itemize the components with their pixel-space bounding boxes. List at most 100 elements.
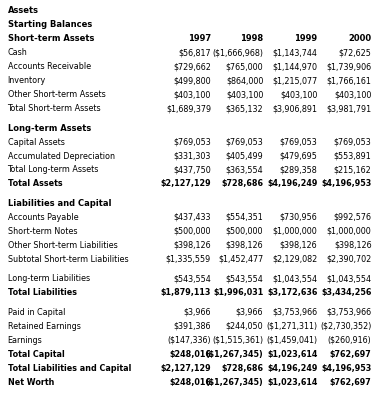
Text: $4,196,953: $4,196,953 (321, 180, 371, 188)
Text: Other Short-term Assets: Other Short-term Assets (8, 90, 105, 99)
Text: $729,662: $729,662 (173, 62, 211, 71)
Text: $1,043,554: $1,043,554 (272, 274, 317, 283)
Text: $398,126: $398,126 (226, 241, 263, 250)
Text: ($1,267,345): ($1,267,345) (206, 350, 263, 359)
Text: $437,433: $437,433 (173, 213, 211, 222)
Text: $769,053: $769,053 (334, 138, 371, 147)
Text: $289,358: $289,358 (280, 165, 317, 174)
Text: $728,686: $728,686 (221, 180, 263, 188)
Text: Accounts Receivable: Accounts Receivable (8, 62, 91, 71)
Text: $403,100: $403,100 (174, 90, 211, 99)
Text: $365,132: $365,132 (226, 104, 263, 113)
Text: $391,386: $391,386 (173, 322, 211, 331)
Text: $4,196,249: $4,196,249 (267, 364, 317, 373)
Text: $1,879,113: $1,879,113 (161, 288, 211, 297)
Text: ($1,515,361): ($1,515,361) (212, 336, 263, 345)
Text: Inventory: Inventory (8, 76, 46, 85)
Text: Assets: Assets (8, 6, 38, 15)
Text: $1,023,614: $1,023,614 (267, 378, 317, 387)
Text: ($1,459,041): ($1,459,041) (266, 336, 317, 345)
Text: $331,303: $331,303 (174, 152, 211, 160)
Text: Subtotal Short-term Liabilities: Subtotal Short-term Liabilities (8, 255, 128, 264)
Text: Total Long-term Assets: Total Long-term Assets (8, 165, 99, 174)
Text: $762,697: $762,697 (330, 350, 371, 359)
Text: $248,016: $248,016 (169, 378, 211, 387)
Text: $3,434,256: $3,434,256 (321, 288, 371, 297)
Text: $543,554: $543,554 (173, 274, 211, 283)
Text: Long-term Assets: Long-term Assets (8, 124, 91, 132)
Text: $2,127,129: $2,127,129 (160, 364, 211, 373)
Text: Total Short-term Assets: Total Short-term Assets (8, 104, 101, 113)
Text: $56,817: $56,817 (178, 48, 211, 57)
Text: $4,196,249: $4,196,249 (267, 180, 317, 188)
Text: ($2,730,352): ($2,730,352) (320, 322, 371, 331)
Text: Net Worth: Net Worth (8, 378, 54, 387)
Text: ($260,916): ($260,916) (328, 336, 371, 345)
Text: Capital Assets: Capital Assets (8, 138, 64, 147)
Text: $1,335,559: $1,335,559 (166, 255, 211, 264)
Text: $1,996,031: $1,996,031 (213, 288, 263, 297)
Text: $403,100: $403,100 (334, 90, 371, 99)
Text: 2000: 2000 (349, 34, 371, 43)
Text: $3,966: $3,966 (236, 308, 263, 317)
Text: $3,906,891: $3,906,891 (272, 104, 317, 113)
Text: $1,689,379: $1,689,379 (166, 104, 211, 113)
Text: $1,739,906: $1,739,906 (327, 62, 371, 71)
Text: Cash: Cash (8, 48, 27, 57)
Text: $2,390,702: $2,390,702 (327, 255, 371, 264)
Text: $398,126: $398,126 (280, 241, 317, 250)
Text: Starting Balances: Starting Balances (8, 20, 92, 29)
Text: $3,966: $3,966 (184, 308, 211, 317)
Text: $479,695: $479,695 (280, 152, 317, 160)
Text: $554,351: $554,351 (226, 213, 263, 222)
Text: $405,499: $405,499 (226, 152, 263, 160)
Text: $3,753,966: $3,753,966 (327, 308, 371, 317)
Text: $3,981,791: $3,981,791 (327, 104, 371, 113)
Text: $215,162: $215,162 (334, 165, 371, 174)
Text: Earnings: Earnings (8, 336, 42, 345)
Text: $543,554: $543,554 (226, 274, 263, 283)
Text: Accounts Payable: Accounts Payable (8, 213, 78, 222)
Text: $3,753,966: $3,753,966 (272, 308, 317, 317)
Text: Other Short-term Liabilities: Other Short-term Liabilities (8, 241, 117, 250)
Text: Total Assets: Total Assets (8, 180, 62, 188)
Text: Paid in Capital: Paid in Capital (8, 308, 65, 317)
Text: Long-term Liabilities: Long-term Liabilities (8, 274, 90, 283)
Text: $398,126: $398,126 (334, 241, 371, 250)
Text: $437,750: $437,750 (173, 165, 211, 174)
Text: ($1,666,968): ($1,666,968) (212, 48, 263, 57)
Text: $769,053: $769,053 (226, 138, 263, 147)
Text: $398,126: $398,126 (173, 241, 211, 250)
Text: $765,000: $765,000 (226, 62, 263, 71)
Text: $1,452,477: $1,452,477 (218, 255, 263, 264)
Text: $1,766,161: $1,766,161 (327, 76, 371, 85)
Text: $3,172,636: $3,172,636 (267, 288, 317, 297)
Text: $2,127,129: $2,127,129 (160, 180, 211, 188)
Text: $1,000,000: $1,000,000 (273, 227, 317, 236)
Text: $4,196,953: $4,196,953 (321, 364, 371, 373)
Text: Short-term Notes: Short-term Notes (8, 227, 77, 236)
Text: $992,576: $992,576 (334, 213, 371, 222)
Text: $1,000,000: $1,000,000 (327, 227, 371, 236)
Text: $2,129,082: $2,129,082 (272, 255, 317, 264)
Text: Liabilities and Capital: Liabilities and Capital (8, 199, 111, 208)
Text: $499,800: $499,800 (173, 76, 211, 85)
Text: Retained Earnings: Retained Earnings (8, 322, 80, 331)
Text: Total Capital: Total Capital (8, 350, 64, 359)
Text: ($147,336): ($147,336) (167, 336, 211, 345)
Text: ($1,267,345): ($1,267,345) (206, 378, 263, 387)
Text: $1,023,614: $1,023,614 (267, 350, 317, 359)
Text: $730,956: $730,956 (280, 213, 317, 222)
Text: 1998: 1998 (240, 34, 263, 43)
Text: $500,000: $500,000 (173, 227, 211, 236)
Text: $403,100: $403,100 (226, 90, 263, 99)
Text: Total Liabilities: Total Liabilities (8, 288, 77, 297)
Text: $769,053: $769,053 (173, 138, 211, 147)
Text: ($1,271,311): ($1,271,311) (266, 322, 317, 331)
Text: $1,144,970: $1,144,970 (272, 62, 317, 71)
Text: $1,043,554: $1,043,554 (327, 274, 371, 283)
Text: Total Liabilities and Capital: Total Liabilities and Capital (8, 364, 131, 373)
Text: 1997: 1997 (188, 34, 211, 43)
Text: $1,215,077: $1,215,077 (272, 76, 317, 85)
Text: Accumulated Depreciation: Accumulated Depreciation (8, 152, 115, 160)
